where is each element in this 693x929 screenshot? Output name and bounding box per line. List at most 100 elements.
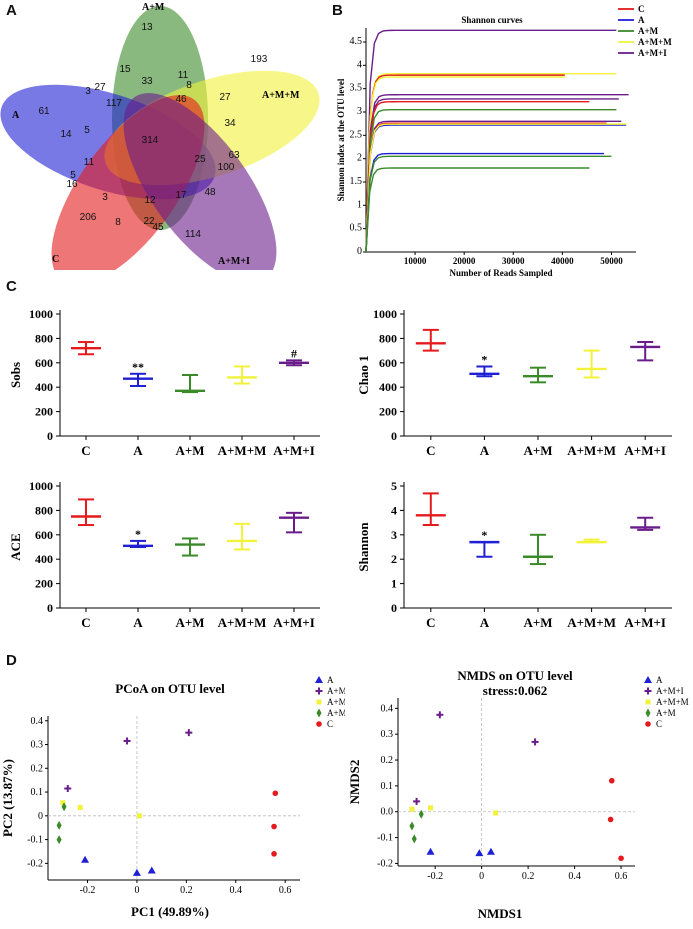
curve-a-m-m <box>365 73 617 253</box>
x-tick-label: -0.2 <box>427 871 443 882</box>
venn-region-value: 314 <box>142 135 159 146</box>
y-tick-label: 800 <box>35 331 53 345</box>
x-tick-label: A+M <box>175 443 204 458</box>
significance-marker: # <box>291 346 297 360</box>
significance-marker: * <box>481 528 487 542</box>
venn-region-value: 48 <box>204 187 216 198</box>
venn-region-value: 14 <box>60 129 72 140</box>
x-tick-label: A <box>133 615 143 630</box>
point-a-m <box>411 834 417 844</box>
venn-region-value: 206 <box>80 212 97 223</box>
venn-region-value: 15 <box>119 64 131 75</box>
legend-label: C <box>638 4 645 14</box>
chart-title: Shannon curves <box>461 15 523 25</box>
point-a-m <box>418 809 424 819</box>
y-tick-label: 3.5 <box>350 83 363 94</box>
y-tick-label: 0.0 <box>381 807 394 818</box>
x-tick-label: 0.2 <box>180 885 193 896</box>
venn-region-value: 3 <box>102 192 108 203</box>
point-a <box>81 855 90 863</box>
venn-region-value: 114 <box>185 229 201 240</box>
point-a-m-m <box>136 813 142 819</box>
point-a-m-m <box>409 806 415 812</box>
y-tick-label: 200 <box>35 577 53 591</box>
chart-subtitle: stress:0.062 <box>483 683 547 698</box>
legend-label: A+M+M <box>327 697 345 707</box>
curve-c <box>365 122 607 253</box>
y-tick-label: 400 <box>35 552 53 566</box>
x-tick-label: A+M+I <box>624 615 666 630</box>
venn-region-value: 25 <box>194 154 206 165</box>
x-axis-label: Number of Reads Sampled <box>449 268 552 278</box>
y-tick-label: 4 <box>391 503 397 517</box>
legend-label: A <box>327 675 334 685</box>
curve-a-m-m <box>365 76 565 253</box>
x-tick-label: 0.6 <box>615 871 628 882</box>
venn-set-label-a-m-m: A+M+M <box>262 90 300 101</box>
x-axis-label: NMDS1 <box>478 906 523 921</box>
point-a <box>132 868 141 876</box>
curve-a <box>365 124 627 253</box>
x-tick-label: 20000 <box>453 256 476 266</box>
point-a <box>644 676 652 683</box>
y-tick-label: 1 <box>391 577 397 591</box>
x-tick-label: 0.2 <box>522 871 535 882</box>
point-a <box>147 866 156 874</box>
y-tick-label: 0 <box>357 246 362 257</box>
chart-title: PCoA on OTU level <box>115 681 225 696</box>
point-a-m-i <box>436 711 444 719</box>
point-a <box>426 847 435 855</box>
point-a-m <box>56 820 62 830</box>
y-tick-label: 400 <box>35 380 53 394</box>
venn-region-value: 5 <box>70 170 76 181</box>
point-a-m <box>316 708 322 718</box>
y-tick-label: 2 <box>391 552 397 566</box>
legend-label: C <box>327 719 333 729</box>
y-axis-label: Shannon <box>356 522 371 572</box>
x-tick-label: A+M+M <box>218 443 267 458</box>
venn-set-label-a: A <box>12 110 20 121</box>
x-tick-label: A+M+I <box>273 615 315 630</box>
legend-label: A+M+I <box>656 686 684 696</box>
curve-a-m-m <box>365 123 627 253</box>
x-tick-label: C <box>81 615 90 630</box>
shannon-chart: 0 1 2 3 4 5 Shannon C A * A+M A+M+M A+M+I <box>356 479 672 630</box>
venn-set-label-c: C <box>52 254 59 265</box>
sobs-chart: 0 200 400 600 800 1000 Sobs C A ** A+M A+M+M A+M+I # <box>8 307 320 458</box>
point-a-m-m <box>316 699 322 705</box>
legend-label: C <box>656 719 662 729</box>
legend-label: A+M+I <box>638 48 667 58</box>
venn-region-value: 27 <box>219 92 231 103</box>
y-tick-label: 5 <box>391 479 397 493</box>
venn-region-value: 8 <box>186 80 192 91</box>
point-c <box>272 790 279 797</box>
x-tick-label: 40000 <box>551 256 574 266</box>
panel-letter-a: A <box>6 2 17 19</box>
x-tick-label: 50000 <box>600 256 623 266</box>
x-tick-label: A+M+M <box>567 443 616 458</box>
y-tick-label: 600 <box>35 528 53 542</box>
y-axis-label: Chao 1 <box>356 355 371 394</box>
y-tick-label: 0 <box>38 811 43 822</box>
y-tick-label: -0.1 <box>377 833 393 844</box>
x-tick-label: -0.2 <box>80 885 96 896</box>
y-tick-label: 200 <box>379 405 397 419</box>
point-a-m <box>409 821 415 831</box>
y-tick-label: 600 <box>35 356 53 370</box>
chao1-chart: 0 200 400 600 800 1000 Chao 1 C A * A+M A+M+M A+M+I <box>356 307 672 458</box>
venn-region-value: 12 <box>144 195 156 206</box>
point-a-m-i <box>644 687 652 695</box>
venn-region-value: 16 <box>66 179 78 190</box>
venn-ellipse-a-m-i <box>123 93 277 270</box>
venn-region-value: 27 <box>94 82 106 93</box>
point-c <box>271 823 277 830</box>
y-axis-label: Sobs <box>8 362 23 388</box>
y-tick-label: 0.4 <box>381 703 394 714</box>
significance-marker: * <box>135 527 141 541</box>
x-tick-label: C <box>426 615 435 630</box>
point-a-m-m <box>428 805 434 811</box>
legend-label: A+M <box>656 708 676 718</box>
y-tick-label: 0.2 <box>31 763 44 774</box>
point-a-m <box>56 835 62 845</box>
legend-label: A+M+M <box>638 37 672 47</box>
